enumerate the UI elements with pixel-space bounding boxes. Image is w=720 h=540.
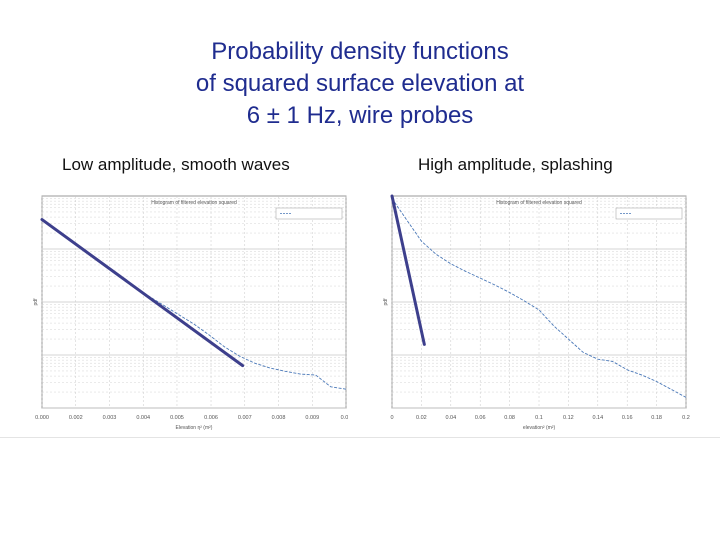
right-chart-caption: High amplitude, splashing bbox=[418, 155, 613, 174]
right-x-tick-label: 0.02 bbox=[416, 415, 427, 421]
slide-title: Probability density functions of squared… bbox=[0, 36, 720, 132]
left-x-tick-label: 0.003 bbox=[103, 415, 117, 421]
left-x-tick-label: 0.006 bbox=[204, 415, 218, 421]
left-x-tick-label: 0.008 bbox=[272, 415, 286, 421]
left-legend-box bbox=[275, 207, 343, 220]
left-x-tick-label: 0.004 bbox=[136, 415, 150, 421]
left-chart: 0.000 0.002 0.003 0.004 0.005 0.006 0.007 0.008… bbox=[28, 186, 348, 436]
right-x-axis-label: elevation² (m²) bbox=[523, 425, 556, 431]
left-fit-line bbox=[40, 218, 245, 368]
right-chart-svg: 0 0.02 0.04 0.06 0.08 0.1 0.12 0.14 0.16 0.18 0.2 H… bbox=[383, 194, 690, 431]
right-x-tick-label: 0 bbox=[390, 415, 393, 421]
right-chart: 0 0.02 0.04 0.06 0.08 0.1 0.12 0.14 0.16 0.18 0.2 H… bbox=[372, 186, 692, 436]
right-x-tick-label: 0.18 bbox=[651, 415, 662, 421]
left-chart-title: Histogram of filtered elevation squared bbox=[151, 200, 237, 206]
left-y-axis-label: pdf bbox=[33, 298, 39, 306]
right-x-tick-label: 0.12 bbox=[563, 415, 574, 421]
right-x-tick-label: 0.04 bbox=[445, 415, 456, 421]
right-legend-box bbox=[615, 207, 683, 220]
right-fit-line bbox=[390, 194, 426, 346]
left-x-tick-label: 0.007 bbox=[238, 415, 252, 421]
left-chart-caption: Low amplitude, smooth waves bbox=[62, 155, 290, 174]
left-x-axis-label: Elevation η² (m²) bbox=[176, 425, 213, 431]
right-data-series-line bbox=[391, 198, 687, 398]
right-x-tick-label: 0.14 bbox=[592, 415, 603, 421]
left-x-tick-label: 0.009 bbox=[305, 415, 319, 421]
title-line-1: Probability density functions bbox=[211, 38, 509, 65]
bottom-divider bbox=[0, 437, 720, 438]
left-x-tick-label: 0.002 bbox=[69, 415, 83, 421]
left-x-tick-label: 0.005 bbox=[170, 415, 184, 421]
left-data-series-line bbox=[41, 219, 347, 390]
left-x-tick-label: 0.01 bbox=[341, 415, 348, 421]
right-y-axis-label: pdf bbox=[383, 298, 389, 306]
right-x-tick-label: 0.1 bbox=[535, 415, 543, 421]
title-line-3: 6 ± 1 Hz, wire probes bbox=[246, 102, 474, 129]
left-chart-svg: 0.000 0.002 0.003 0.004 0.005 0.006 0.007 0.008… bbox=[33, 195, 348, 431]
title-line-2: of squared surface elevation at bbox=[195, 70, 525, 97]
right-x-tick-label: 0.06 bbox=[475, 415, 486, 421]
left-x-tick-label: 0.000 bbox=[35, 415, 49, 421]
right-chart-title: Histogram of filtered elevation squared bbox=[496, 200, 582, 206]
right-x-tick-label: 0.2 bbox=[682, 415, 690, 421]
right-x-tick-label: 0.16 bbox=[622, 415, 633, 421]
right-x-tick-label: 0.08 bbox=[504, 415, 515, 421]
